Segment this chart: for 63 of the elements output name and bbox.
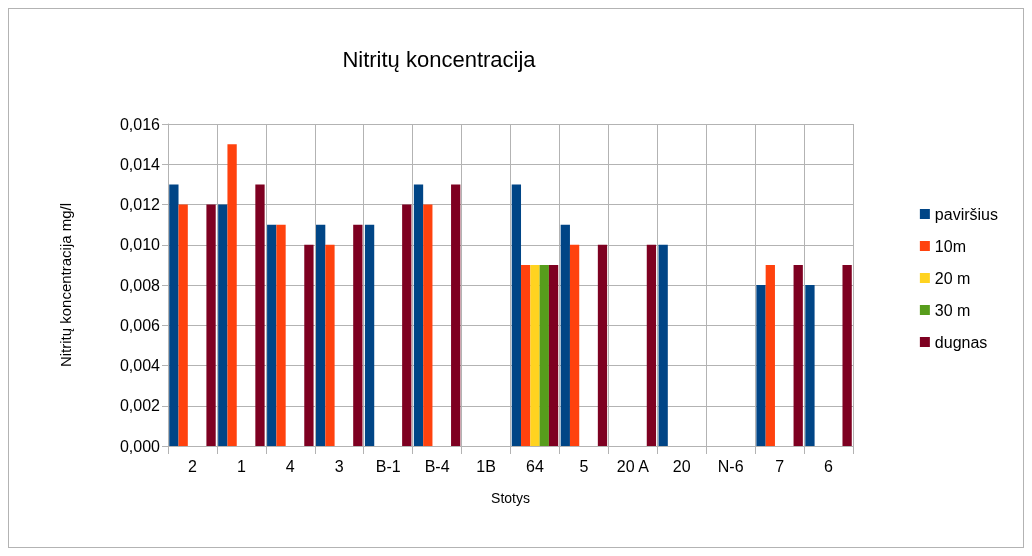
x-tick-label: 3	[334, 457, 344, 475]
bar	[548, 264, 559, 446]
x-tick-label: 2	[188, 457, 198, 475]
x-tick-label: 1B	[476, 457, 496, 475]
bar	[325, 244, 335, 446]
bar	[539, 264, 549, 446]
chart-title: Nitritų koncentracija	[342, 46, 537, 72]
x-tick-label: 20	[672, 457, 691, 475]
bar	[756, 285, 766, 446]
bar	[227, 144, 237, 446]
y-tick-label: 0,004	[119, 357, 161, 374]
x-tick-label: 7	[775, 457, 785, 475]
y-axis-title: Nitritų koncentracija mg/l	[57, 202, 74, 368]
legend-label: 10m	[934, 237, 966, 255]
bar	[255, 184, 265, 446]
bar	[178, 204, 188, 446]
bar	[521, 264, 531, 446]
y-tick-label: 0,008	[119, 276, 161, 294]
bar	[267, 224, 277, 446]
x-tick-label: 1	[236, 457, 246, 475]
y-tick-label: 0,016	[119, 115, 161, 133]
bar	[413, 184, 424, 446]
x-tick-label: 64	[526, 457, 544, 475]
bar	[793, 264, 803, 446]
bar	[511, 184, 522, 446]
bar	[353, 224, 363, 446]
y-tick-label: 0,010	[119, 236, 161, 254]
legend-label: 20 m	[934, 269, 971, 287]
bar	[805, 285, 815, 446]
x-tick-label: B-1	[375, 457, 401, 475]
legend-label: paviršius	[934, 205, 999, 223]
bar	[569, 244, 580, 446]
bar	[206, 204, 216, 446]
x-tick-label: 5	[579, 457, 589, 475]
x-axis-title: Stotys	[491, 490, 530, 506]
bar	[316, 224, 326, 446]
bar	[765, 264, 775, 446]
y-tick-label: 0,002	[119, 397, 161, 415]
bar	[364, 224, 375, 446]
bar	[218, 204, 228, 446]
y-tick-label: 0,000	[119, 437, 161, 455]
bar	[842, 264, 852, 446]
bar	[451, 184, 461, 446]
x-tick-label: N-6	[717, 457, 744, 475]
y-tick-label: 0,012	[119, 196, 161, 213]
y-tick-label: 0,006	[119, 316, 161, 334]
bar	[423, 204, 433, 446]
bar	[530, 264, 540, 446]
bar	[646, 244, 657, 446]
legend-label: dugnas	[934, 333, 988, 351]
legend-label: 30 m	[934, 301, 971, 319]
bar	[560, 224, 570, 446]
x-tick-label: 20 A	[616, 457, 650, 475]
bar	[402, 204, 412, 446]
y-tick-label: 0,014	[119, 155, 161, 173]
bar	[658, 244, 668, 446]
bar	[276, 224, 286, 446]
bar	[169, 184, 179, 446]
x-tick-label: 4	[285, 457, 295, 475]
x-tick-label: B-4	[424, 457, 450, 475]
x-tick-label: 6	[824, 457, 834, 475]
bar	[304, 244, 314, 446]
bar	[597, 244, 608, 446]
